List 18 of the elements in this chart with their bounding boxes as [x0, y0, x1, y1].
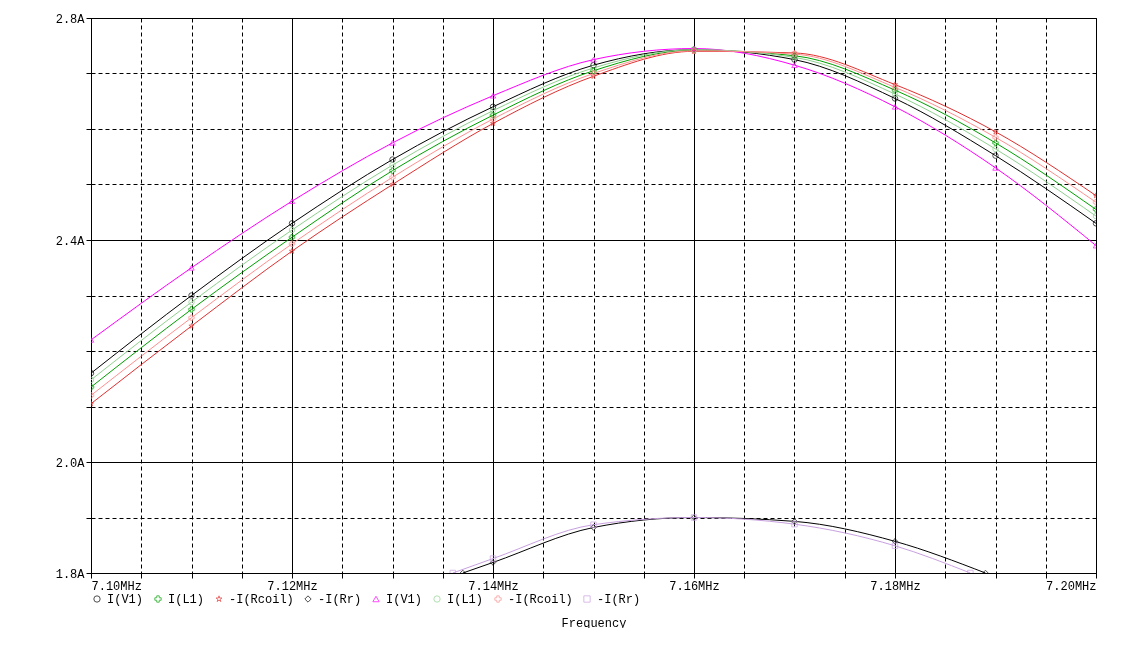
- legend-label: I(L1): [168, 593, 205, 607]
- x-tick-label: 7.12MHz: [267, 579, 318, 594]
- legend-label: I(V1): [386, 593, 423, 607]
- x-tick-label: 7.16MHz: [669, 579, 720, 594]
- legend-label: I(L1): [447, 593, 484, 607]
- y-tick-label: 2.8A: [55, 12, 86, 27]
- legend-label: -I(Rcoil): [508, 593, 573, 607]
- x-tick-label: 7.14MHz: [468, 579, 519, 594]
- legend-label: I(V1): [107, 593, 144, 607]
- legend-label: -I(Rcoil): [229, 593, 294, 607]
- y-tick-label: 1.8A: [55, 567, 86, 582]
- x-tick-label: 7.10MHz: [91, 579, 142, 594]
- y-tick-label: 2.0A: [55, 456, 86, 471]
- x-tick-label: 7.18MHz: [870, 579, 921, 594]
- y-tick-label: 2.4A: [55, 234, 86, 249]
- x-tick-label: 7.20MHz: [1046, 579, 1097, 594]
- legend-label: -I(Rr): [318, 593, 362, 607]
- legend-label: -I(Rr): [597, 593, 641, 607]
